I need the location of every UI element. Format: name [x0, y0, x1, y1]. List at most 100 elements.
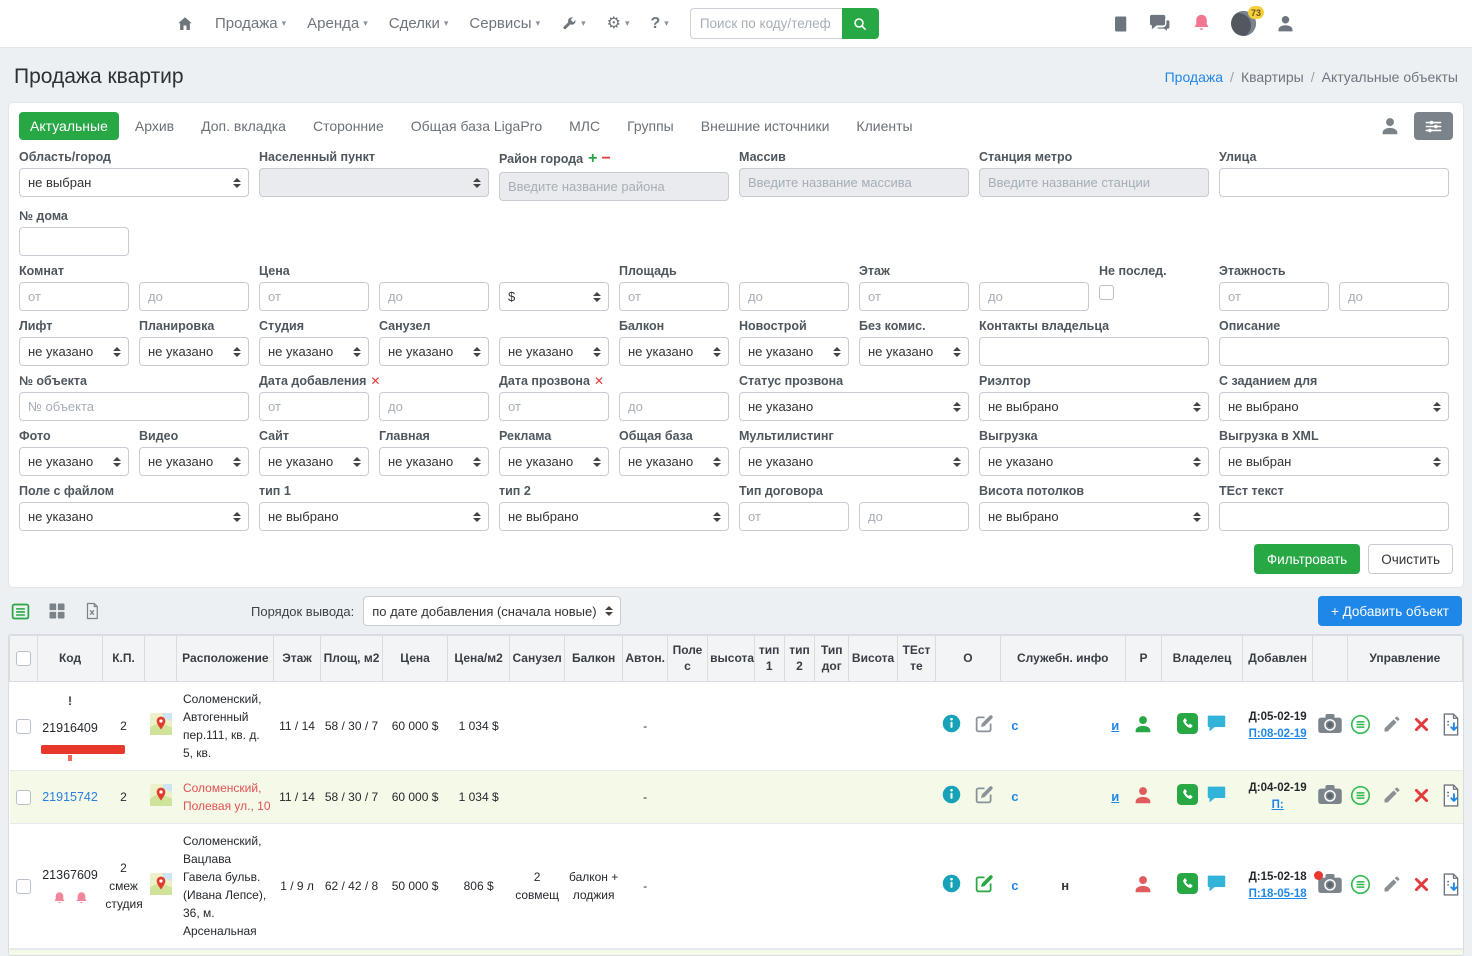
photos-icon[interactable]	[1318, 714, 1342, 734]
этажность-input[interactable]	[1219, 282, 1329, 311]
nav-menu-tools-menu[interactable]: ▾	[561, 16, 586, 32]
delete-object-icon[interactable]	[1413, 876, 1430, 893]
nav-menu-сделки[interactable]: Сделки ▾	[388, 15, 449, 32]
nav-menu-help-menu[interactable]: ? ▾	[651, 15, 669, 32]
agent-icon[interactable]	[1379, 115, 1401, 137]
export-object-icon[interactable]	[1441, 784, 1461, 807]
clear-date-icon[interactable]: ✕	[593, 374, 604, 388]
search-input[interactable]	[689, 8, 842, 39]
тест-текст-input[interactable]	[1219, 502, 1449, 531]
row-checkbox[interactable]	[16, 718, 32, 734]
remove-district-icon[interactable]: −	[601, 150, 611, 167]
photos-icon[interactable]	[1318, 785, 1342, 805]
export-object-icon[interactable]	[1441, 713, 1461, 736]
фото-select[interactable]: не указано	[19, 447, 129, 476]
range-input[interactable]	[139, 282, 249, 311]
тип-договора-input[interactable]	[739, 502, 849, 531]
санузел-select[interactable]: не указано	[379, 337, 489, 366]
call-owner-icon[interactable]	[1176, 784, 1198, 806]
мультилистинг-select[interactable]: не указано	[739, 447, 969, 476]
delete-object-icon[interactable]	[1413, 716, 1430, 733]
планировка-select[interactable]: не указано	[139, 337, 249, 366]
tab-клиенты[interactable]: Клиенты	[856, 118, 913, 134]
range-input[interactable]	[1339, 282, 1449, 311]
висота-потолков-select[interactable]: не выбрано	[979, 502, 1209, 531]
сайт-select[interactable]: не указано	[259, 447, 369, 476]
home-icon[interactable]	[176, 15, 194, 33]
лифт-select[interactable]: не указано	[19, 337, 129, 366]
с-заданием-для-select[interactable]: не выбрано	[1219, 392, 1449, 421]
nav-menu-settings-menu[interactable]: ⚙ ▾	[607, 15, 630, 32]
realtor-icon[interactable]	[1132, 713, 1154, 735]
range-input[interactable]	[859, 502, 969, 531]
edit-icon[interactable]	[974, 713, 995, 734]
map-icon[interactable]	[149, 783, 172, 806]
описание-input[interactable]	[1219, 337, 1449, 366]
поле-с-файлом-select[interactable]: не указано	[19, 502, 249, 531]
date-called-link[interactable]: П:18-05-18	[1248, 888, 1307, 901]
realtor-icon[interactable]	[1132, 784, 1154, 806]
range-input[interactable]	[379, 282, 489, 311]
messages-icon[interactable]	[1149, 12, 1172, 35]
breadcrumb-apartments[interactable]: Квартиры	[1240, 69, 1304, 85]
currency-select[interactable]: не указано	[499, 337, 609, 366]
статус-прозвона-select[interactable]: не указано	[739, 392, 969, 421]
flag-i[interactable]: и	[1111, 789, 1120, 805]
площадь-input[interactable]	[619, 282, 729, 311]
avatar[interactable]: 73	[1231, 6, 1264, 36]
grid-view-icon[interactable]	[47, 601, 67, 621]
tab-внешние-источники[interactable]: Внешние источники	[700, 118, 830, 134]
nav-menu-аренда[interactable]: Аренда ▾	[307, 15, 368, 32]
range-input[interactable]	[739, 282, 849, 311]
nav-menu-продажа[interactable]: Продажа ▾	[215, 15, 287, 32]
тип-2-select[interactable]: не выбрано	[499, 502, 729, 531]
add-object-button[interactable]: + Добавить объект	[1317, 596, 1462, 626]
range-input[interactable]	[619, 392, 729, 421]
tab-архив[interactable]: Архив	[134, 118, 175, 134]
range-input[interactable]	[379, 392, 489, 421]
map-icon[interactable]	[149, 712, 172, 735]
flag-c[interactable]: с	[1011, 789, 1019, 805]
row-checkbox[interactable]	[16, 878, 32, 894]
range-input[interactable]	[979, 282, 1089, 311]
tab-сторонние[interactable]: Сторонние	[312, 118, 384, 134]
студия-select[interactable]: не указано	[259, 337, 369, 366]
delete-object-icon[interactable]	[1413, 787, 1430, 804]
реклама-select[interactable]: не указано	[499, 447, 609, 476]
цена-input[interactable]	[259, 282, 369, 311]
message-owner-icon[interactable]	[1206, 873, 1227, 894]
journal-icon[interactable]	[1112, 15, 1130, 33]
notifications-bell-icon[interactable]	[1191, 13, 1212, 34]
breadcrumb-link-sale[interactable]: Продажа	[1164, 69, 1224, 85]
выгрузка-select[interactable]: не указано	[979, 447, 1209, 476]
tab-группы[interactable]: Группы	[627, 118, 674, 134]
filter-settings-button[interactable]	[1414, 112, 1453, 140]
flag-c[interactable]: с	[1011, 718, 1019, 734]
flag-i[interactable]: и	[1111, 718, 1120, 734]
общая-база-select[interactable]: не указано	[619, 447, 729, 476]
export-object-icon[interactable]	[1441, 873, 1461, 896]
reminder-bell-icon[interactable]	[74, 891, 89, 906]
call-owner-icon[interactable]	[1176, 873, 1198, 895]
edit-object-icon[interactable]	[1382, 714, 1402, 734]
flag-c[interactable]: с	[1011, 878, 1019, 894]
улица-input[interactable]	[1219, 168, 1449, 197]
новострой-select[interactable]: не указано	[739, 337, 849, 366]
info-icon[interactable]	[941, 713, 962, 734]
станция-метро-input[interactable]	[979, 168, 1209, 197]
объекта-input[interactable]	[19, 392, 249, 421]
контакты-владельца-input[interactable]	[979, 337, 1209, 366]
list-view-icon[interactable]	[10, 601, 31, 622]
риэлтор-select[interactable]: не выбрано	[979, 392, 1209, 421]
details-icon[interactable]	[1350, 785, 1371, 806]
район-города-input[interactable]	[499, 172, 729, 201]
не-послед-checkbox[interactable]	[1099, 285, 1114, 300]
этаж-input[interactable]	[859, 282, 969, 311]
населенный-пункт-select[interactable]	[259, 168, 489, 197]
tab-доп-вкладка[interactable]: Доп. вкладка	[201, 118, 286, 134]
без-комис-select[interactable]: не указано	[859, 337, 969, 366]
object-code[interactable]: 21915742	[42, 789, 98, 804]
балкон-select[interactable]: не указано	[619, 337, 729, 366]
выгрузка-в-xml-select[interactable]: не выбран	[1219, 447, 1449, 476]
details-icon[interactable]	[1350, 714, 1371, 735]
